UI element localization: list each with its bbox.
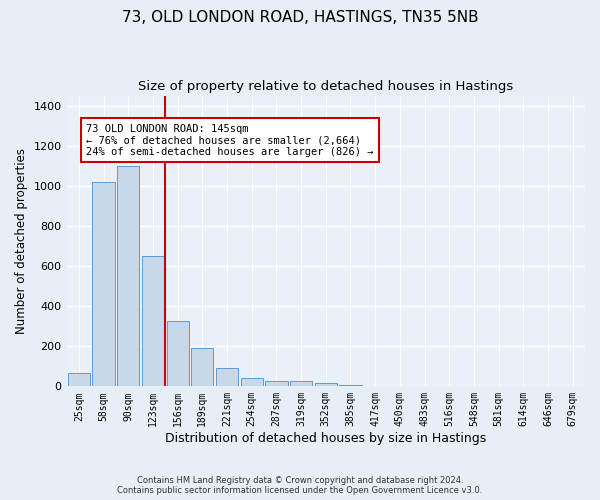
Title: Size of property relative to detached houses in Hastings: Size of property relative to detached ho… — [138, 80, 514, 93]
Bar — [241, 378, 263, 386]
Bar — [68, 374, 90, 386]
Bar — [142, 256, 164, 386]
Bar — [167, 321, 189, 386]
Bar — [117, 166, 139, 386]
Bar — [314, 384, 337, 386]
Bar — [92, 182, 115, 386]
Bar — [191, 348, 214, 387]
Bar — [265, 382, 287, 386]
Y-axis label: Number of detached properties: Number of detached properties — [15, 148, 28, 334]
Bar — [290, 382, 312, 386]
Bar — [216, 368, 238, 386]
X-axis label: Distribution of detached houses by size in Hastings: Distribution of detached houses by size … — [165, 432, 487, 445]
Text: Contains HM Land Registry data © Crown copyright and database right 2024.
Contai: Contains HM Land Registry data © Crown c… — [118, 476, 482, 495]
Text: 73 OLD LONDON ROAD: 145sqm
← 76% of detached houses are smaller (2,664)
24% of s: 73 OLD LONDON ROAD: 145sqm ← 76% of deta… — [86, 124, 374, 157]
Text: 73, OLD LONDON ROAD, HASTINGS, TN35 5NB: 73, OLD LONDON ROAD, HASTINGS, TN35 5NB — [122, 10, 478, 25]
